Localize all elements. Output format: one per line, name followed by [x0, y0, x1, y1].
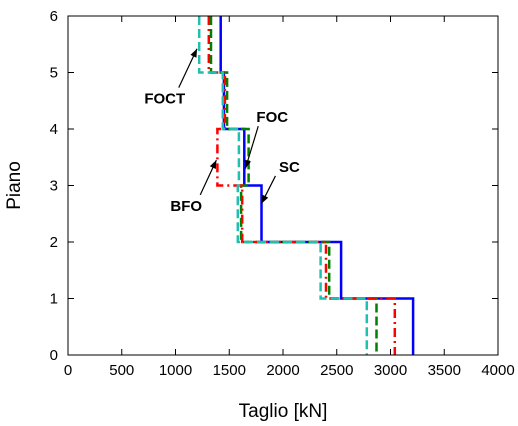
annotation-bfo: BFO	[170, 198, 202, 215]
y-axis-title: Piano	[4, 161, 25, 210]
annotation-arrowhead	[261, 194, 269, 204]
tick-layer: 0 500 1000 1500 2000 2500 3000 3500 4000 0 1 2 3 4 5 6	[50, 8, 515, 379]
annotation-arrowhead	[244, 159, 252, 169]
annotation-arrowhead	[209, 160, 217, 170]
y-tick-label: 4	[50, 121, 58, 138]
y-tick-label: 3	[50, 178, 58, 195]
annotation-arrowhead	[190, 48, 197, 58]
series-sc-line	[219, 16, 415, 355]
annotation-foct: FOCT	[144, 91, 185, 108]
y-tick-label: 0	[50, 347, 58, 364]
x-tick-label: 500	[109, 362, 134, 379]
x-tick-label: 3000	[374, 362, 407, 379]
y-tick-label: 1	[50, 291, 58, 308]
x-tick-label: 2500	[320, 362, 353, 379]
x-axis-title: Taglio [kN]	[239, 401, 328, 421]
y-tick-label: 5	[50, 65, 58, 82]
y-tick-label: 6	[50, 8, 58, 25]
annotation-sc: SC	[279, 159, 300, 176]
series-foct-line	[197, 16, 369, 355]
y-tick-label: 2	[50, 234, 58, 251]
series-layer	[197, 16, 415, 355]
plot-frame	[67, 15, 499, 356]
x-tick-label: 3500	[428, 362, 461, 379]
x-tick-label: 1000	[159, 362, 192, 379]
x-tick-label: 0	[64, 362, 72, 379]
x-tick-label: 4000	[481, 362, 514, 379]
x-tick-label: 1500	[213, 362, 246, 379]
annotation-foc: FOC	[256, 109, 288, 126]
annotation-layer: FOCT FOC SC BFO	[144, 48, 300, 215]
x-tick-label: 2000	[266, 362, 299, 379]
